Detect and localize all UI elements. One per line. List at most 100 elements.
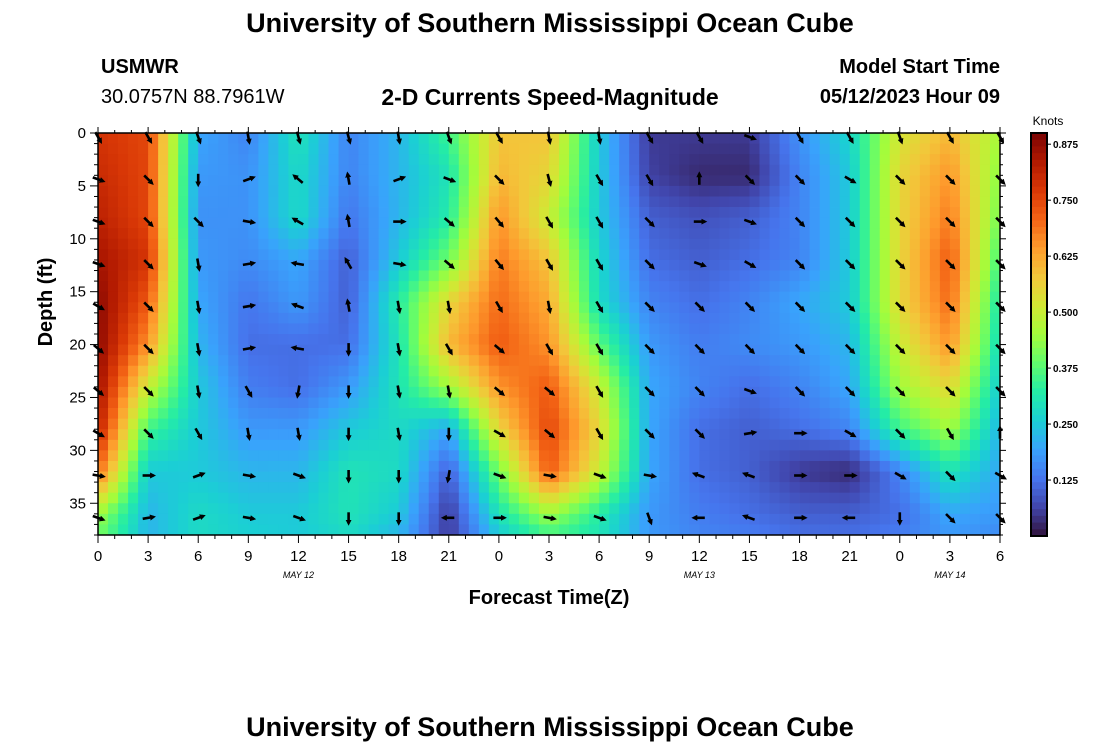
heatmap-cell	[468, 524, 480, 535]
heatmap-cell	[939, 460, 951, 472]
heatmap-cell	[819, 281, 831, 293]
heatmap-cell	[298, 418, 309, 430]
heatmap-cell	[398, 133, 410, 144]
heatmap-cell	[929, 397, 941, 409]
heatmap-cell	[759, 164, 770, 176]
heatmap-cell	[218, 386, 229, 398]
heatmap-cell	[729, 365, 740, 377]
heatmap-cell	[709, 460, 720, 472]
heatmap-cell	[919, 175, 931, 187]
heatmap-cell	[328, 302, 339, 314]
heatmap-cell	[579, 460, 590, 472]
x-tick-label: 6	[996, 548, 1004, 565]
heatmap-cell	[418, 291, 430, 303]
heatmap-cell	[278, 196, 289, 208]
current-arrow	[595, 427, 604, 441]
colorbar-segment	[1031, 300, 1047, 309]
heatmap-cell	[579, 238, 590, 250]
heatmap-cell	[358, 408, 369, 420]
heatmap-cell	[508, 376, 520, 388]
heatmap-cell	[438, 154, 450, 166]
heatmap-cell	[729, 386, 740, 398]
heatmap-cell	[949, 482, 961, 494]
heatmap-cell	[228, 154, 239, 166]
heatmap-cell	[599, 143, 610, 155]
current-arrow	[945, 513, 956, 524]
heatmap-cell	[458, 270, 470, 282]
heatmap-cell	[238, 228, 249, 240]
heatmap-cell	[438, 503, 450, 515]
heatmap-cell	[438, 429, 450, 441]
heatmap-cell	[418, 281, 430, 293]
heatmap-cell	[318, 471, 329, 483]
heatmap-cell	[338, 334, 349, 345]
heatmap-cell	[438, 249, 450, 261]
heatmap-cell	[599, 196, 610, 208]
heatmap-cell	[859, 386, 871, 398]
heatmap-cell	[699, 397, 710, 409]
heatmap-cell	[248, 270, 259, 282]
heatmap-cell	[418, 143, 430, 155]
heatmap-cell	[949, 281, 961, 293]
heatmap-cell	[218, 418, 229, 430]
heatmap-cell	[739, 302, 750, 314]
heatmap-cell	[178, 376, 189, 388]
heatmap-cell	[308, 323, 319, 335]
heatmap-cell	[779, 482, 790, 494]
heatmap-cell	[288, 323, 299, 335]
heatmap-cell	[248, 249, 259, 261]
heatmap-cell	[118, 482, 129, 494]
heatmap-cell	[809, 302, 820, 314]
heatmap-cell	[919, 450, 931, 462]
heatmap-cell	[959, 259, 971, 271]
heatmap-cell	[619, 503, 630, 515]
heatmap-cell	[889, 334, 901, 345]
heatmap-cell	[278, 418, 289, 430]
heatmap-cell	[939, 397, 951, 409]
heatmap-cell	[749, 376, 760, 388]
heatmap-cell	[819, 323, 831, 335]
heatmap-cell	[388, 291, 400, 303]
heatmap-cell	[108, 344, 119, 356]
heatmap-cell	[358, 492, 369, 504]
x-tick-label: 18	[791, 548, 808, 565]
heatmap-cell	[579, 312, 590, 324]
heatmap-cell	[899, 460, 911, 472]
heatmap-cell	[739, 355, 750, 367]
heatmap-cell	[298, 164, 309, 176]
heatmap-cell	[358, 281, 369, 293]
heatmap-cell	[108, 450, 119, 462]
heatmap-cell	[729, 408, 740, 420]
colorbar-segment	[1031, 287, 1047, 295]
heatmap-cell	[729, 291, 740, 303]
heatmap-cell	[919, 323, 931, 335]
heatmap-cell	[288, 164, 299, 176]
heatmap-cell	[889, 291, 901, 303]
heatmap-cell	[208, 344, 219, 356]
heatmap-cell	[398, 418, 410, 430]
current-arrow	[242, 175, 256, 183]
heatmap-cell	[358, 259, 369, 271]
heatmap-cell	[218, 217, 229, 229]
colorbar-tick-label: 0.500	[1053, 308, 1078, 319]
heatmap-cell	[128, 344, 139, 356]
heatmap-cell	[128, 207, 139, 219]
heatmap-cell	[528, 334, 540, 345]
heatmap-cell	[769, 133, 780, 144]
current-arrow	[743, 133, 757, 141]
heatmap-cell	[368, 524, 380, 535]
model-start-label: Model Start Time	[839, 56, 1000, 78]
heatmap-cell	[318, 207, 329, 219]
heatmap-cell	[468, 323, 480, 335]
heatmap-cell	[929, 355, 941, 367]
heatmap-cell	[308, 207, 319, 219]
heatmap-cell	[819, 503, 831, 515]
current-arrow	[844, 301, 856, 312]
heatmap-cell	[258, 397, 269, 409]
heatmap-cell	[549, 291, 560, 303]
heatmap-cell	[238, 291, 249, 303]
heatmap-cell	[809, 344, 820, 356]
heatmap-cell	[899, 207, 911, 219]
heatmap-cell	[468, 281, 480, 293]
heatmap-cell	[629, 365, 640, 377]
